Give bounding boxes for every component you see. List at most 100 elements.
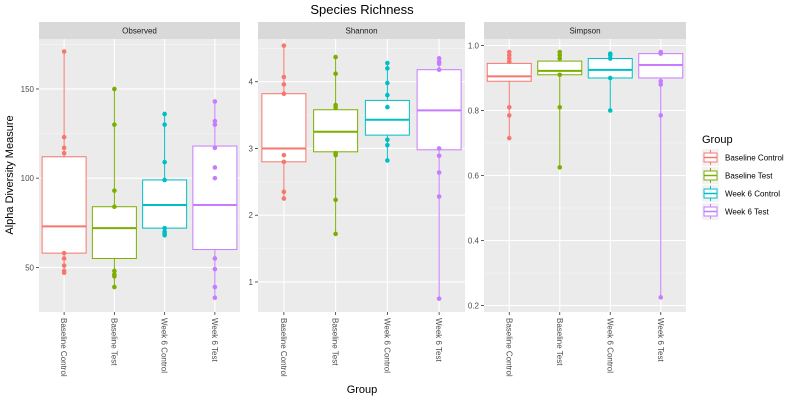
data-point xyxy=(281,82,287,87)
y-tick-label: 0.2 xyxy=(468,302,480,311)
legend-entry-baseline-test: Baseline Test xyxy=(702,167,773,184)
data-point xyxy=(506,135,512,141)
data-point xyxy=(385,92,390,98)
data-point xyxy=(385,80,390,86)
data-point xyxy=(212,295,218,301)
data-point xyxy=(333,152,338,158)
data-point xyxy=(506,56,512,61)
data-point xyxy=(436,194,442,199)
data-point xyxy=(333,197,338,203)
x-tick-label: Baseline Control xyxy=(279,318,288,377)
strip-label-observed: Observed xyxy=(122,27,157,36)
panel-shannon: Shannon 1 2 3 4 Baseline Control Baseline Test… xyxy=(249,22,465,377)
panel-observed: Observed 50 100 150 Baseline Control Baseline… xyxy=(21,22,240,377)
y-tick-label: 150 xyxy=(21,85,35,94)
strip-simpson xyxy=(484,22,686,39)
data-point xyxy=(162,111,167,117)
x-tick-label: Baseline Test xyxy=(331,318,340,366)
data-point xyxy=(281,91,287,97)
data-point xyxy=(162,177,167,183)
data-point xyxy=(658,78,664,84)
y-tick-label: 1.0 xyxy=(468,42,480,51)
data-point xyxy=(436,153,442,159)
strip-label-shannon: Shannon xyxy=(345,27,377,36)
y-tick-label: 3 xyxy=(249,144,254,153)
x-tick-label: Baseline Control xyxy=(59,318,68,377)
strip-observed xyxy=(39,22,240,39)
data-point xyxy=(385,66,390,71)
chart-title: Species Richness xyxy=(310,2,414,17)
data-point xyxy=(61,145,67,151)
data-point xyxy=(112,122,117,127)
x-tick-label: Week 6 Test xyxy=(434,318,443,363)
data-point xyxy=(506,104,512,110)
boxplot-shannon-baseline-control xyxy=(261,43,307,201)
x-tick-label: Week 6 Test xyxy=(210,318,219,363)
data-point xyxy=(607,108,613,113)
data-point xyxy=(385,142,390,148)
data-point xyxy=(557,165,563,170)
x-axis-title: Group xyxy=(347,384,378,396)
data-point xyxy=(607,75,613,81)
data-point xyxy=(436,146,442,151)
x-tick-label: Baseline Test xyxy=(109,318,118,366)
data-point xyxy=(281,152,287,158)
legend-label: Baseline Control xyxy=(725,154,784,163)
boxplot-simpson-week-6-test xyxy=(638,49,684,300)
legend-label: Week 6 Test xyxy=(725,208,770,217)
data-point xyxy=(333,54,338,60)
data-point xyxy=(162,232,167,238)
y-tick-label: 0.4 xyxy=(468,237,480,246)
data-point xyxy=(281,189,287,195)
data-point xyxy=(212,145,218,151)
legend-entry-week-6-control: Week 6 Control xyxy=(702,185,780,202)
boxplot-simpson-week-6-control xyxy=(587,51,633,113)
y-tick-label: 0.6 xyxy=(468,172,480,181)
data-point xyxy=(212,99,218,104)
data-point xyxy=(61,134,67,140)
boxplot-simpson-baseline-test xyxy=(537,49,583,170)
data-point xyxy=(557,56,563,61)
data-point xyxy=(333,231,338,237)
box-iqr xyxy=(261,93,307,163)
x-tick-label: Week 6 Control xyxy=(382,318,391,373)
legend-title: Group xyxy=(702,134,733,146)
data-point xyxy=(385,158,390,163)
x-tick-label: Baseline Test xyxy=(555,318,564,366)
y-tick-label: 2 xyxy=(249,211,254,220)
legend: Group Baseline Control Baseline Test Week … xyxy=(702,134,784,220)
data-point xyxy=(112,268,117,274)
data-point xyxy=(506,52,512,58)
data-point xyxy=(162,225,167,231)
data-point xyxy=(162,122,167,127)
data-point xyxy=(385,60,390,66)
data-point xyxy=(281,43,287,48)
data-point xyxy=(212,165,218,170)
data-point xyxy=(557,52,563,58)
data-point xyxy=(436,67,442,73)
box-iqr xyxy=(587,58,633,79)
data-point xyxy=(281,196,287,201)
data-point xyxy=(212,175,218,181)
data-point xyxy=(607,56,613,61)
data-point xyxy=(112,284,117,290)
boxplot-observed-baseline-test xyxy=(91,86,137,290)
data-point xyxy=(557,49,563,55)
data-point xyxy=(658,82,664,87)
boxplot-simpson-baseline-control xyxy=(486,49,532,141)
legend-entry-week-6-test: Week 6 Test xyxy=(702,203,770,220)
data-point xyxy=(112,274,117,279)
data-point xyxy=(112,86,117,92)
boxplot-observed-week-6-test xyxy=(192,99,238,301)
data-point xyxy=(162,159,167,165)
boxplot-shannon-week-6-control xyxy=(364,60,410,163)
data-point xyxy=(61,250,67,256)
data-point xyxy=(658,295,664,300)
box-iqr xyxy=(486,62,532,82)
panel-simpson: Simpson 0.2 0.4 0.6 0.8 1.0 Baseline Control Ba… xyxy=(468,22,686,377)
facet-panels: Observed 50 100 150 Baseline Control Baseline… xyxy=(21,22,686,377)
x-tick-label: Week 6 Test xyxy=(656,318,665,363)
data-point xyxy=(557,104,563,110)
box-iqr xyxy=(91,206,137,259)
